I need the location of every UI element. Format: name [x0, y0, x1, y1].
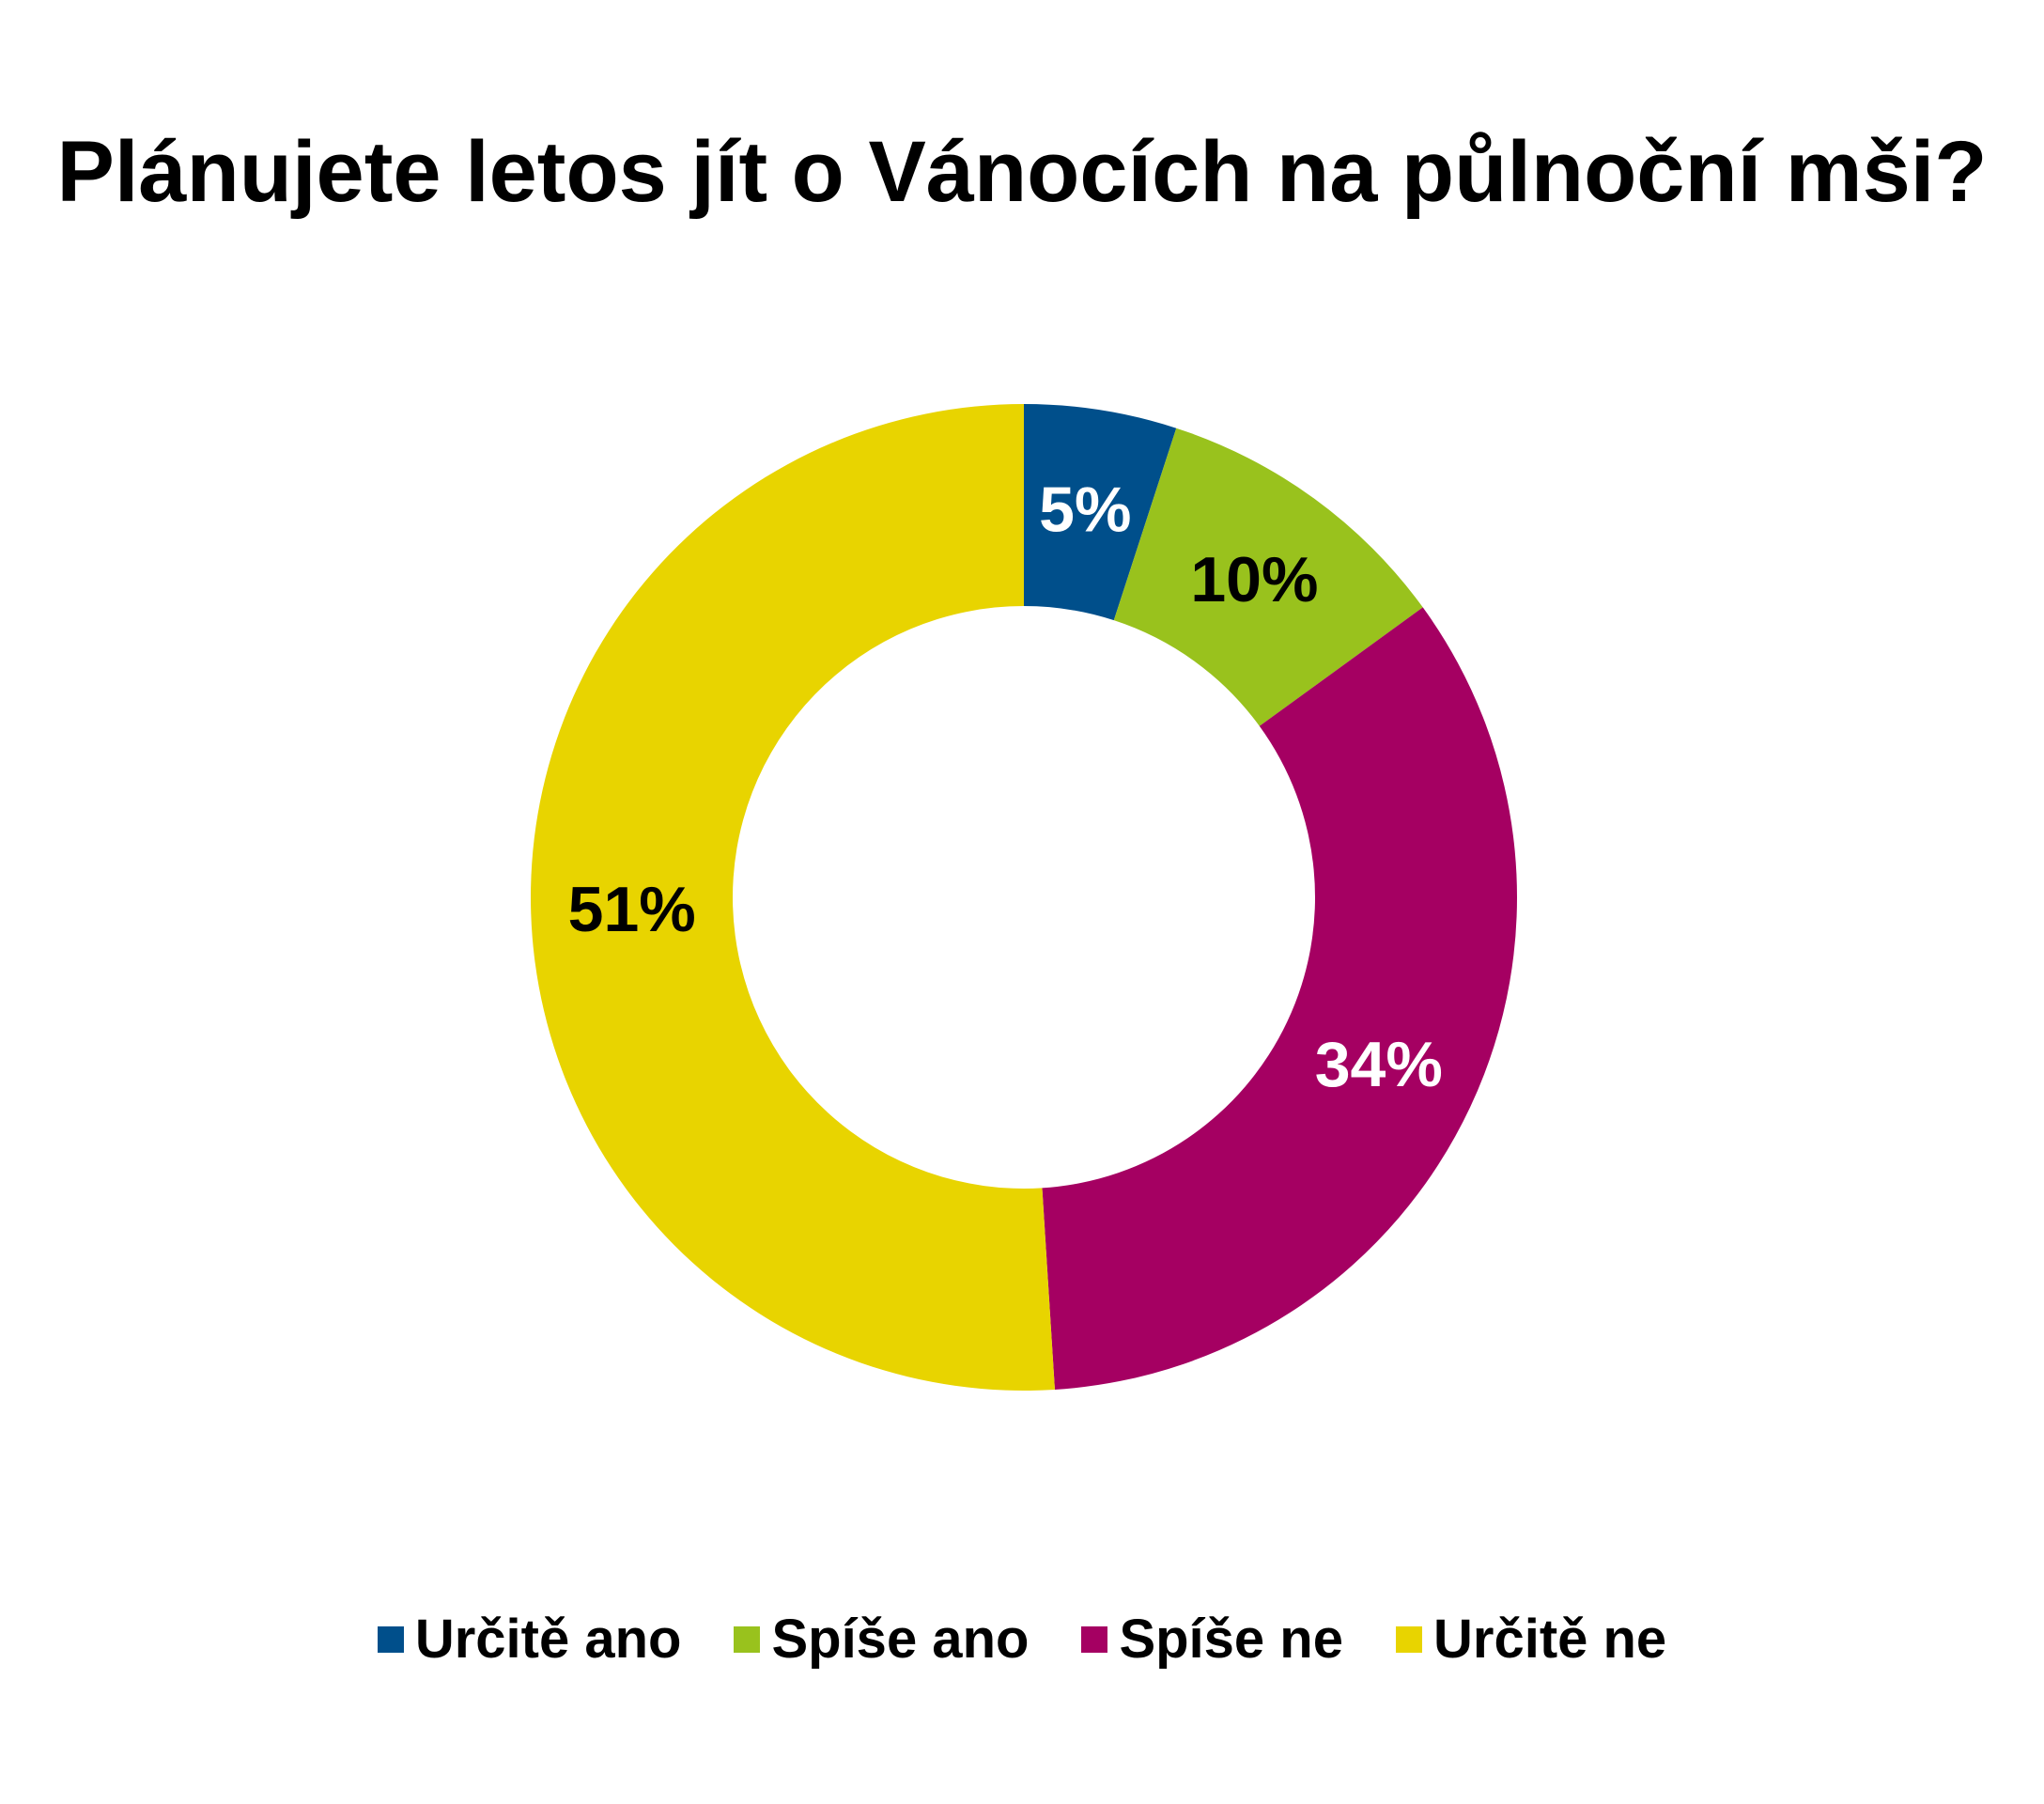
slice-spise-ne: [1042, 607, 1517, 1390]
legend-label-urcite-ano: Určitě ano: [414, 1609, 682, 1670]
legend-swatch-urcite-ano: [377, 1626, 404, 1653]
legend-label-urcite-ne: Určitě ne: [1432, 1609, 1667, 1670]
slice-label-spise-ano: 10%: [1190, 544, 1318, 615]
legend-item-spise-ne: Spíše ne: [1081, 1607, 1343, 1672]
slice-urcite-ne: [530, 404, 1055, 1392]
legend-swatch-urcite-ne: [1395, 1626, 1422, 1653]
legend-label-spise-ne: Spíše ne: [1119, 1609, 1343, 1670]
legend-item-spise-ano: Spíše ano: [734, 1607, 1029, 1672]
legend-item-urcite-ne: Určitě ne: [1395, 1607, 1667, 1672]
legend-swatch-spise-ne: [1081, 1626, 1108, 1653]
donut-slices: [530, 404, 1517, 1392]
slice-label-spise-ne: 34%: [1315, 1029, 1443, 1100]
slice-label-urcite-ne: 51%: [568, 874, 696, 945]
slice-spise-ano: [1113, 428, 1423, 726]
chart-title: Plánujete letos jít o Vánocích na půlnoč…: [56, 124, 1988, 220]
legend-swatch-spise-ano: [734, 1626, 761, 1653]
legend: Určitě ano Spíše ano Spíše ne Určitě ne: [0, 1607, 2044, 1672]
slice-label-urcite-ano: 5%: [1039, 474, 1131, 546]
legend-label-spise-ano: Spíše ano: [771, 1609, 1030, 1670]
donut-slice-labels: 5% 10% 34% 51%: [568, 474, 1443, 1100]
slice-urcite-ano: [1024, 404, 1177, 621]
legend-item-urcite-ano: Určitě ano: [377, 1607, 682, 1672]
